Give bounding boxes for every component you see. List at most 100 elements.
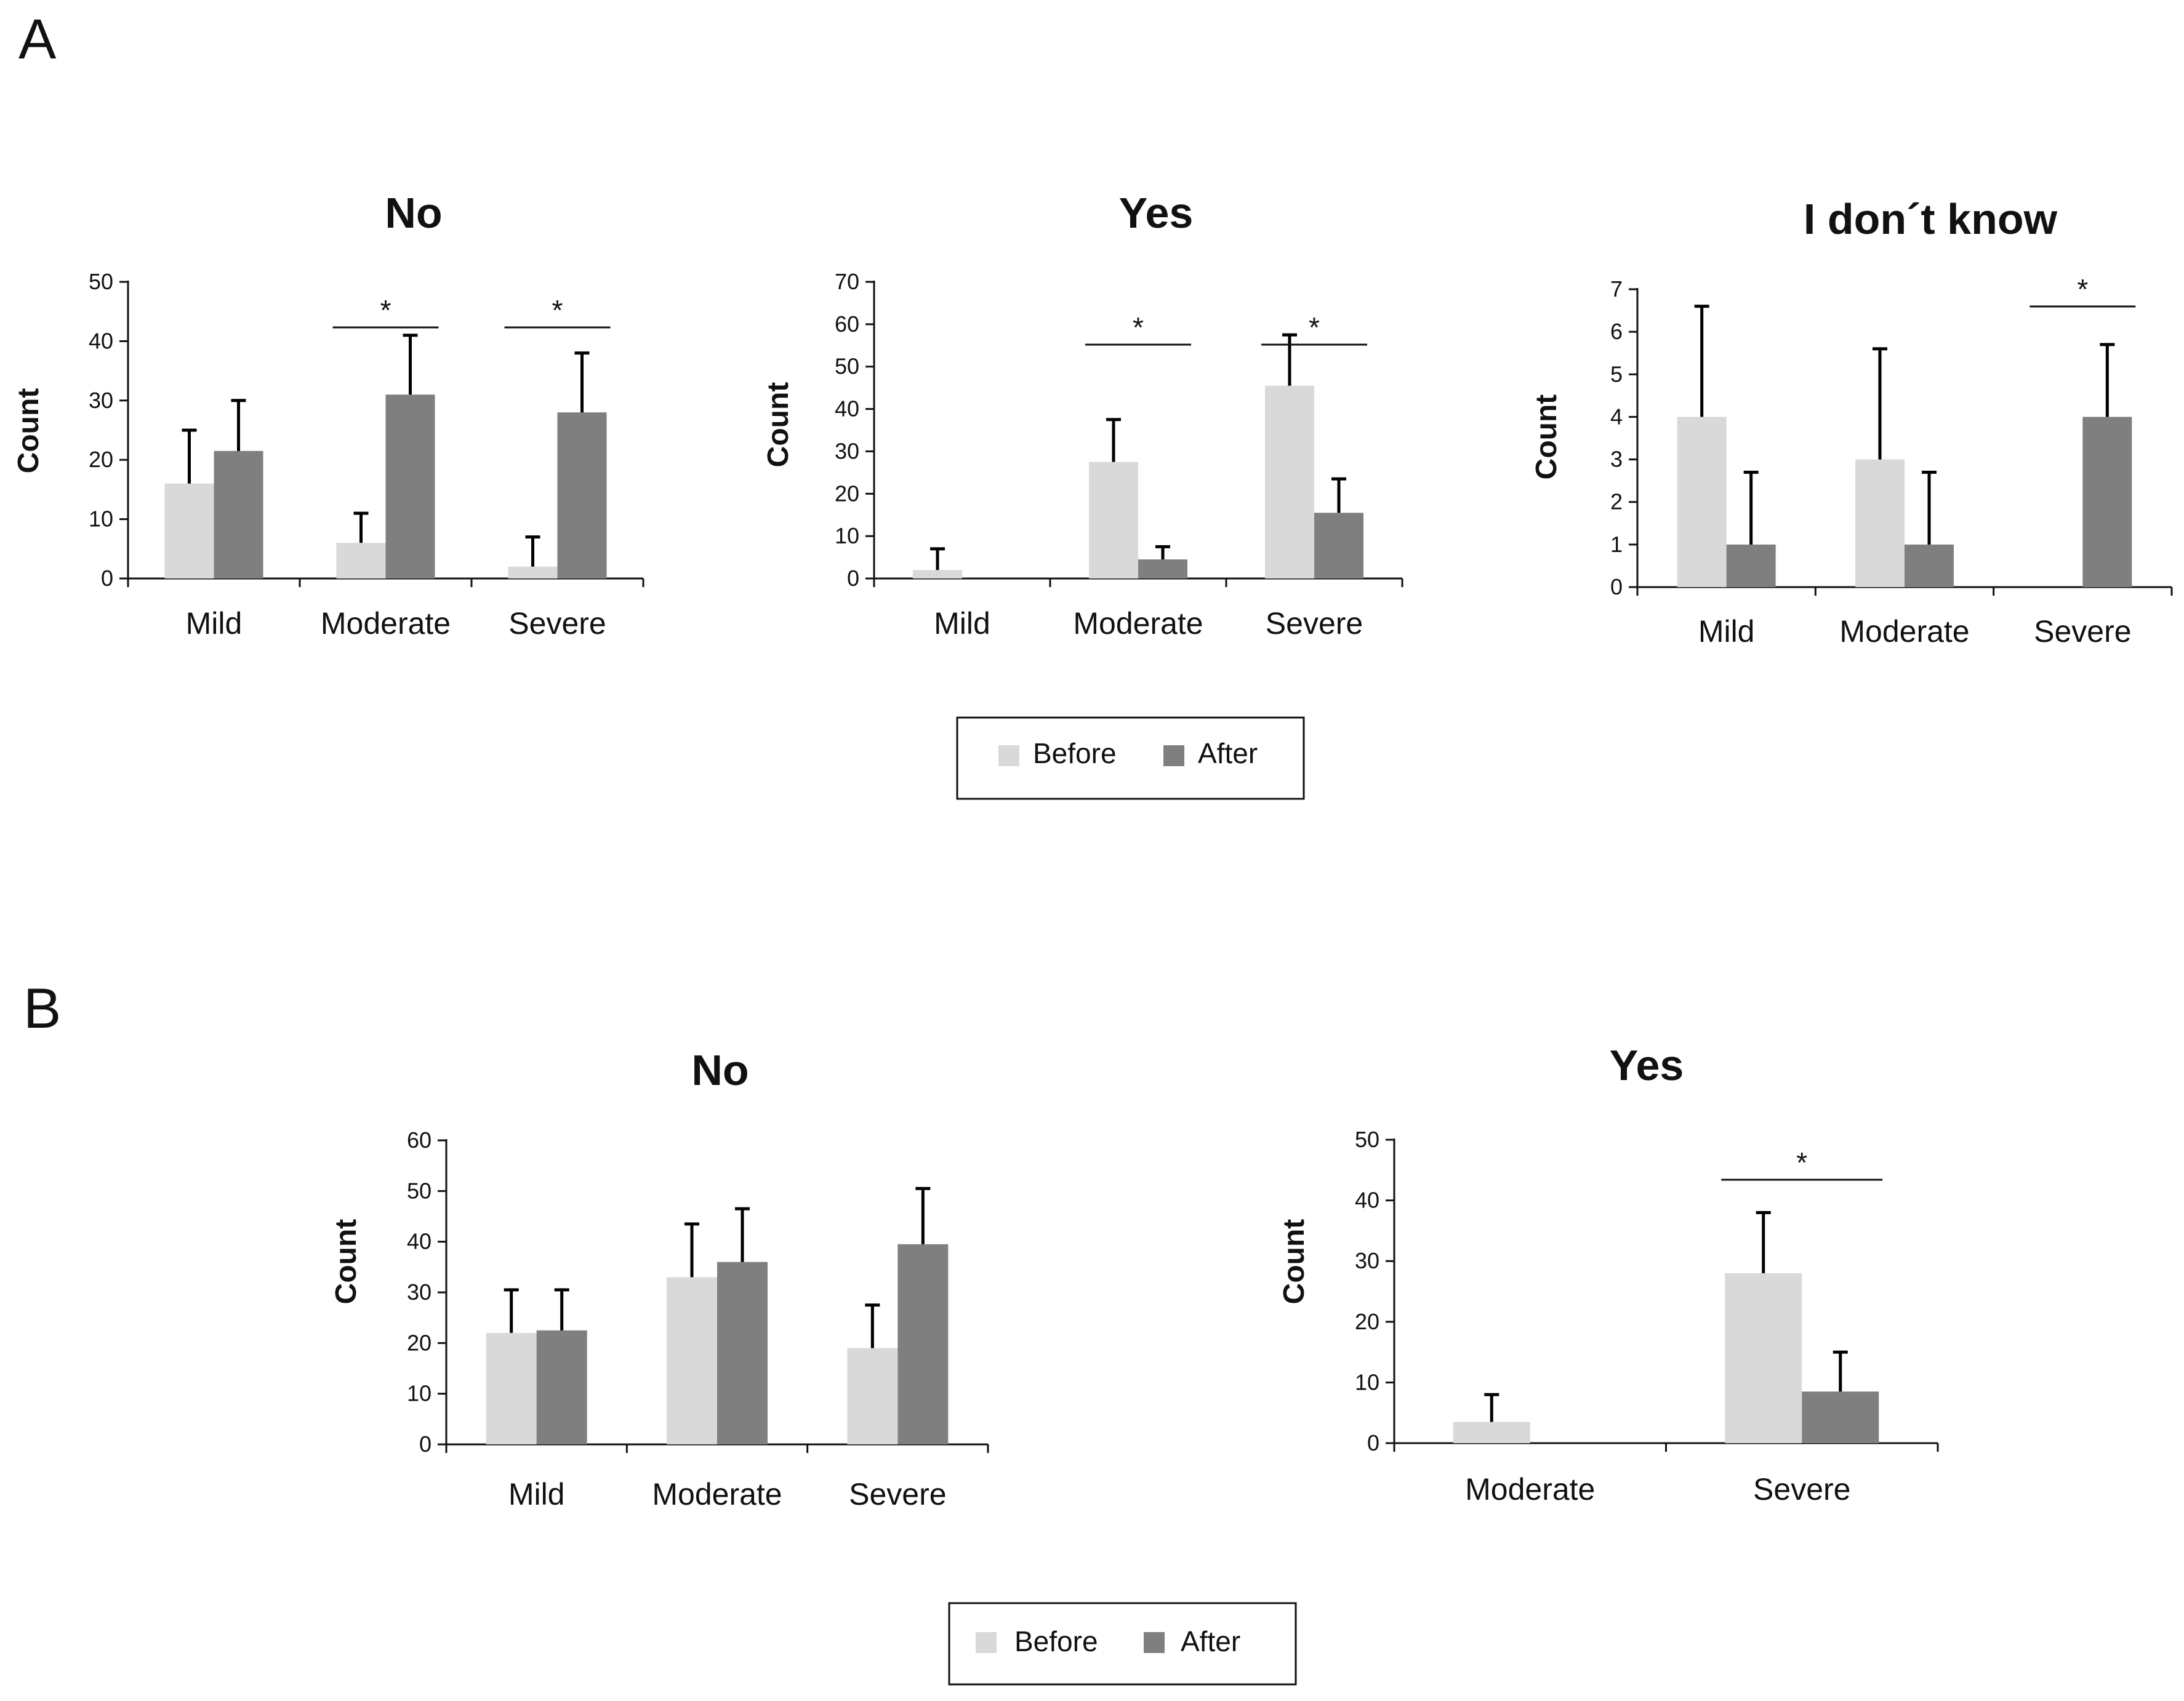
- y-axis-label: Count: [1278, 1219, 1311, 1305]
- y-tick-label: 4: [1610, 404, 1623, 429]
- significance-star: *: [1133, 311, 1144, 343]
- after-bar: [214, 450, 263, 578]
- before-bar: [1453, 1422, 1530, 1443]
- before-bar: [1725, 1273, 1802, 1443]
- y-tick-label: 7: [1610, 276, 1623, 302]
- y-tick-label: 6: [1610, 319, 1623, 344]
- legend-b-frame: [948, 1602, 1297, 1686]
- after-bar: [1138, 559, 1187, 578]
- category-label: Moderate: [1465, 1472, 1595, 1507]
- chart-title: I don´t know: [1804, 195, 2058, 243]
- legend-b-before-label: Before: [1014, 1625, 1098, 1657]
- legend-b-after-swatch: [1144, 1632, 1165, 1653]
- legend-b: Before After: [948, 1602, 1297, 1686]
- significance-star: *: [1309, 311, 1320, 343]
- y-tick-label: 30: [1355, 1248, 1379, 1273]
- y-tick-label: 20: [835, 481, 859, 506]
- y-axis-label: Count: [12, 388, 45, 474]
- y-tick-label: 5: [1610, 361, 1623, 386]
- legend-a: Before After: [956, 716, 1305, 800]
- after-bar: [536, 1330, 587, 1444]
- y-tick-label: 50: [89, 269, 113, 294]
- chart-title: No: [691, 1046, 749, 1094]
- y-tick-label: 0: [847, 566, 859, 591]
- after-bar: [2082, 417, 2132, 587]
- before-bar: [164, 483, 214, 578]
- significance-star: *: [380, 294, 391, 326]
- category-label: Mild: [934, 606, 990, 641]
- category-label: Severe: [1266, 606, 1363, 641]
- before-bar: [508, 566, 558, 578]
- legend-a-after-swatch: [1163, 745, 1184, 766]
- legend-a-after-label: After: [1198, 737, 1258, 769]
- category-label: Severe: [508, 606, 606, 641]
- y-axis-label: Count: [1530, 394, 1563, 480]
- y-tick-label: 60: [407, 1127, 432, 1153]
- before-bar: [1855, 459, 1905, 587]
- before-bar: [1089, 462, 1138, 578]
- y-tick-label: 50: [835, 354, 859, 379]
- y-tick-label: 20: [1355, 1309, 1379, 1334]
- y-tick-label: 70: [835, 269, 859, 294]
- y-tick-label: 10: [89, 506, 113, 532]
- y-tick-label: 10: [835, 523, 859, 548]
- chart-title: No: [385, 189, 442, 237]
- before-bar: [667, 1277, 717, 1444]
- chart-b-yes: Yes Count 0 10 20 30 40 50 Moderate Severe *: [1278, 1041, 1939, 1507]
- y-tick-label: 60: [835, 311, 859, 337]
- chart-a-yes: Yes Count 0 10 20 30 40 50 60 70 Mild Moderate Sever…: [762, 189, 1403, 641]
- before-bar: [336, 543, 386, 578]
- category-label: Moderate: [1073, 606, 1203, 641]
- y-tick-label: 30: [835, 438, 859, 463]
- panel-letter-b: B: [23, 977, 61, 1040]
- category-label: Mild: [508, 1477, 565, 1511]
- y-axis-label: Count: [330, 1219, 363, 1305]
- chart-title: Yes: [1610, 1041, 1684, 1089]
- chart-b-no: No Count 0 10 20 30 40 50 60 Mild Moderate Severe: [330, 1046, 989, 1511]
- category-label: Mild: [1698, 614, 1755, 649]
- after-bar: [1726, 544, 1776, 587]
- after-bar: [557, 412, 607, 578]
- y-tick-label: 20: [89, 447, 113, 472]
- y-tick-label: 40: [89, 328, 113, 353]
- y-tick-label: 10: [1355, 1369, 1379, 1395]
- legend-b-before-swatch: [976, 1632, 997, 1653]
- y-tick-label: 50: [407, 1178, 432, 1203]
- y-tick-label: 40: [835, 396, 859, 422]
- y-tick-label: 40: [1355, 1188, 1379, 1213]
- before-bar: [1265, 385, 1314, 578]
- category-label: Severe: [2034, 614, 2131, 649]
- y-tick-label: 50: [1355, 1127, 1379, 1152]
- category-label: Moderate: [652, 1477, 782, 1511]
- chart-a-dont-know: I don´t know Count 0 1 2 3 4 5 6 7 Mild Moderate Sev…: [1530, 195, 2173, 649]
- after-bar: [1314, 513, 1363, 578]
- legend-b-after-label: After: [1181, 1625, 1240, 1657]
- y-tick-label: 40: [407, 1229, 432, 1254]
- after-bar: [1905, 544, 1954, 587]
- before-bar: [847, 1348, 898, 1444]
- after-bar: [717, 1262, 768, 1444]
- after-bar: [385, 394, 435, 578]
- significance-star: *: [1796, 1147, 1807, 1179]
- category-label: Moderate: [1839, 614, 1969, 649]
- before-bar: [486, 1332, 537, 1444]
- y-tick-label: 0: [1610, 574, 1623, 599]
- category-label: Moderate: [321, 606, 451, 641]
- category-label: Severe: [1753, 1472, 1850, 1507]
- y-tick-label: 10: [407, 1381, 432, 1406]
- legend-a-before-label: Before: [1033, 737, 1117, 769]
- after-bar: [897, 1244, 949, 1444]
- chart-a-no: No Count 0 10 20 30 40 50 Mild Moderate Severe * *: [12, 189, 644, 641]
- panel-letter-a: A: [18, 8, 57, 71]
- significance-star: *: [2077, 273, 2088, 305]
- chart-title: Yes: [1119, 189, 1194, 237]
- y-tick-label: 3: [1610, 447, 1623, 472]
- y-axis-label: Count: [762, 382, 795, 468]
- y-tick-label: 2: [1610, 489, 1623, 514]
- category-label: Severe: [849, 1477, 946, 1511]
- y-tick-label: 20: [407, 1330, 432, 1355]
- y-tick-label: 0: [419, 1431, 432, 1457]
- y-tick-label: 1: [1610, 532, 1623, 557]
- after-bar: [1802, 1391, 1879, 1443]
